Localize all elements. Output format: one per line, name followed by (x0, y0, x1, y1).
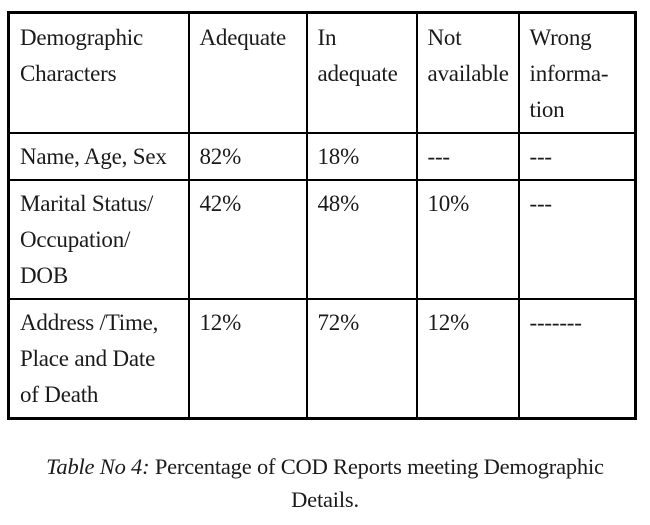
cell-not-available: --- (415, 132, 520, 181)
table-row: Marital Status/ Occupation/ DOB 42% 48% … (7, 179, 637, 300)
cell-adequate: 82% (187, 132, 308, 181)
cell-characters: Marital Status/ Occupation/ DOB (7, 179, 190, 300)
table-row: Address /Time, Place and Date of Death 1… (7, 298, 637, 420)
cell-characters: Address /Time, Place and Date of Death (7, 298, 190, 420)
demographics-table-container: Demographic Characters Adequate In adequ… (7, 11, 637, 420)
table-row: Name, Age, Sex 82% 18% --- --- (7, 132, 637, 181)
cell-inadequate: 72% (305, 298, 418, 420)
header-demographic-characters: Demographic Characters (7, 11, 190, 134)
header-wrong-information: Wrong informa- tion (517, 11, 637, 134)
cell-not-available: 12% (415, 298, 520, 420)
demographics-table: Demographic Characters Adequate In adequ… (7, 11, 637, 420)
cell-inadequate: 48% (305, 179, 418, 300)
caption-text: Percentage of COD Reports meeting Demogr… (154, 454, 604, 512)
cell-characters: Name, Age, Sex (7, 132, 190, 181)
cell-not-available: 10% (415, 179, 520, 300)
cell-wrong-information: ------- (517, 298, 637, 420)
header-adequate: Adequate (187, 11, 308, 134)
cell-adequate: 12% (187, 298, 308, 420)
cell-wrong-information: --- (517, 132, 637, 181)
table-header-row: Demographic Characters Adequate In adequ… (7, 11, 637, 134)
table-caption: Table No 4: Percentage of COD Reports me… (0, 450, 650, 516)
cell-wrong-information: --- (517, 179, 637, 300)
cell-inadequate: 18% (305, 132, 418, 181)
caption-label: Table No 4: (46, 454, 150, 479)
header-inadequate: In adequate (305, 11, 418, 134)
header-not-available: Not available (415, 11, 520, 134)
cell-adequate: 42% (187, 179, 308, 300)
